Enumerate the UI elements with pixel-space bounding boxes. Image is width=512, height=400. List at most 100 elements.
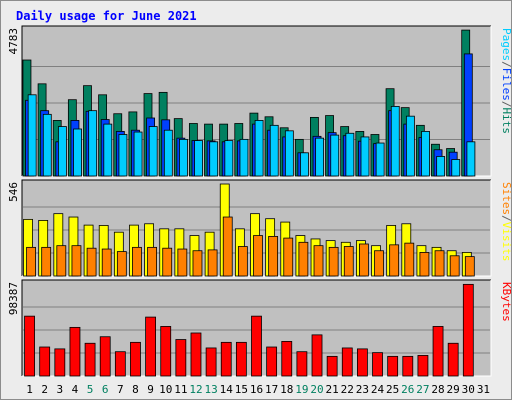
bar-sites-day-10 bbox=[162, 247, 173, 277]
bar-kbytes-day-24 bbox=[372, 352, 383, 377]
bar-pages-day-5 bbox=[88, 110, 98, 177]
bar-pages-day-8 bbox=[133, 131, 143, 177]
bar-kbytes-day-9 bbox=[145, 316, 157, 377]
bar-kbytes-day-28 bbox=[432, 326, 444, 377]
bar-sites-day-21 bbox=[328, 246, 339, 277]
bar-pages-day-24 bbox=[375, 142, 385, 177]
axis-label-part: Visits bbox=[500, 222, 512, 262]
plot-border-dark bbox=[21, 179, 491, 276]
panel-axis-label: KBytes bbox=[500, 282, 512, 322]
bar-kbytes-day-2 bbox=[39, 346, 51, 377]
x-tick-label: 30 bbox=[462, 383, 475, 396]
x-tick-label: 18 bbox=[280, 383, 293, 396]
bar-sites-day-30 bbox=[464, 256, 475, 277]
bar-sites-day-7 bbox=[116, 251, 127, 277]
x-tick-label: 9 bbox=[147, 383, 154, 396]
bar-kbytes-day-16 bbox=[251, 315, 262, 377]
bar-sites-day-11 bbox=[177, 248, 188, 277]
bar-kbytes-day-4 bbox=[69, 326, 81, 377]
axis-label-part: / bbox=[500, 101, 512, 108]
bar-pages-day-18 bbox=[284, 130, 294, 177]
bar-pages-day-10 bbox=[163, 129, 173, 177]
bar-pages-day-13 bbox=[209, 141, 219, 177]
x-tick-label: 16 bbox=[250, 383, 263, 396]
x-tick-label: 27 bbox=[416, 383, 429, 396]
x-tick-label: 14 bbox=[220, 383, 234, 396]
bar-kbytes-day-5 bbox=[84, 342, 96, 377]
axis-label-part: Files bbox=[500, 68, 512, 101]
panel-3: 98387 KBytes bbox=[7, 279, 512, 377]
bar-pages-day-11 bbox=[179, 138, 188, 177]
x-tick-label: 2 bbox=[41, 383, 48, 396]
x-tick-label: 20 bbox=[310, 383, 323, 396]
axis-label-part: KBytes bbox=[500, 282, 512, 322]
bar-pages-day-29 bbox=[451, 159, 461, 177]
bar-pages-day-12 bbox=[194, 140, 203, 177]
bar-pages-day-21 bbox=[330, 134, 340, 177]
x-tick-label: 11 bbox=[174, 383, 187, 396]
x-axis-labels: 1 2 3 4 5 6 7 8 9 10 11 12 13 14 15 16 17 18 19 20 21 22 23 24 2… bbox=[26, 383, 490, 396]
bar-pages-day-15 bbox=[239, 138, 249, 177]
bar-sites-day-23 bbox=[358, 243, 369, 277]
panel-max-label: 4783 bbox=[7, 28, 20, 55]
bar-sites-day-1 bbox=[26, 246, 36, 277]
bar-sites-day-12 bbox=[192, 250, 203, 277]
bar-pages-day-30 bbox=[466, 141, 476, 177]
bar-pages-day-26 bbox=[405, 115, 415, 177]
x-tick-label: 8 bbox=[132, 383, 139, 396]
bar-pages-day-14 bbox=[224, 140, 234, 177]
bar-pages-day-6 bbox=[103, 123, 113, 177]
bar-sites-day-25 bbox=[389, 244, 400, 277]
bar-sites-day-13 bbox=[207, 249, 218, 277]
bar-sites-day-22 bbox=[343, 246, 354, 277]
bar-sites-day-18 bbox=[283, 237, 294, 277]
bar-kbytes-day-6 bbox=[99, 336, 111, 377]
bar-kbytes-day-11 bbox=[175, 339, 187, 377]
bar-pages-day-2 bbox=[42, 113, 52, 177]
bar-pages-day-3 bbox=[58, 126, 67, 177]
bar-sites-day-3 bbox=[56, 245, 67, 277]
x-tick-label: 3 bbox=[57, 383, 64, 396]
x-tick-label: 25 bbox=[386, 383, 399, 396]
bar-pages-day-22 bbox=[345, 132, 355, 177]
x-tick-label: 22 bbox=[341, 383, 354, 396]
x-tick-label: 12 bbox=[189, 383, 202, 396]
bar-sites-day-24 bbox=[374, 250, 384, 277]
bar-pages-day-20 bbox=[315, 137, 325, 177]
bar-kbytes-day-30 bbox=[462, 283, 474, 377]
bar-kbytes-day-10 bbox=[160, 326, 172, 377]
bar-kbytes-day-8 bbox=[130, 341, 141, 377]
bar-kbytes-day-17 bbox=[266, 346, 278, 377]
bar-sites-day-9 bbox=[147, 246, 158, 277]
bar-sites-day-17 bbox=[268, 235, 279, 277]
bar-sites-day-19 bbox=[298, 241, 309, 277]
bar-pages-day-28 bbox=[436, 156, 446, 177]
bar-sites-day-14 bbox=[222, 216, 233, 277]
bar-pages-day-7 bbox=[118, 134, 128, 177]
x-tick-label: 4 bbox=[72, 383, 79, 396]
bar-sites-day-26 bbox=[404, 242, 415, 277]
bar-sites-day-2 bbox=[41, 246, 52, 277]
bar-sites-day-27 bbox=[419, 252, 430, 277]
bar-kbytes-day-26 bbox=[402, 355, 414, 377]
bar-kbytes-day-27 bbox=[417, 355, 429, 377]
bar-kbytes-day-18 bbox=[281, 340, 293, 377]
x-tick-label: 31 bbox=[477, 383, 490, 396]
bar-kbytes-day-21 bbox=[326, 355, 338, 377]
plot-border-dark bbox=[21, 25, 491, 176]
x-tick-label: 6 bbox=[102, 383, 109, 396]
bar-pages-day-19 bbox=[300, 152, 309, 177]
bar-kbytes-day-25 bbox=[387, 355, 399, 377]
axis-label-part: Pages bbox=[500, 28, 512, 61]
bar-sites-day-6 bbox=[101, 248, 112, 277]
bar-kbytes-day-14 bbox=[220, 341, 232, 377]
bar-sites-day-4 bbox=[71, 245, 82, 277]
panel-max-label: 546 bbox=[7, 182, 20, 202]
bar-kbytes-day-23 bbox=[356, 348, 368, 377]
bar-kbytes-day-22 bbox=[341, 347, 353, 377]
x-tick-label: 13 bbox=[204, 383, 217, 396]
bar-pages-day-25 bbox=[390, 106, 400, 177]
x-tick-label: 5 bbox=[87, 383, 94, 396]
x-tick-label: 19 bbox=[295, 383, 308, 396]
